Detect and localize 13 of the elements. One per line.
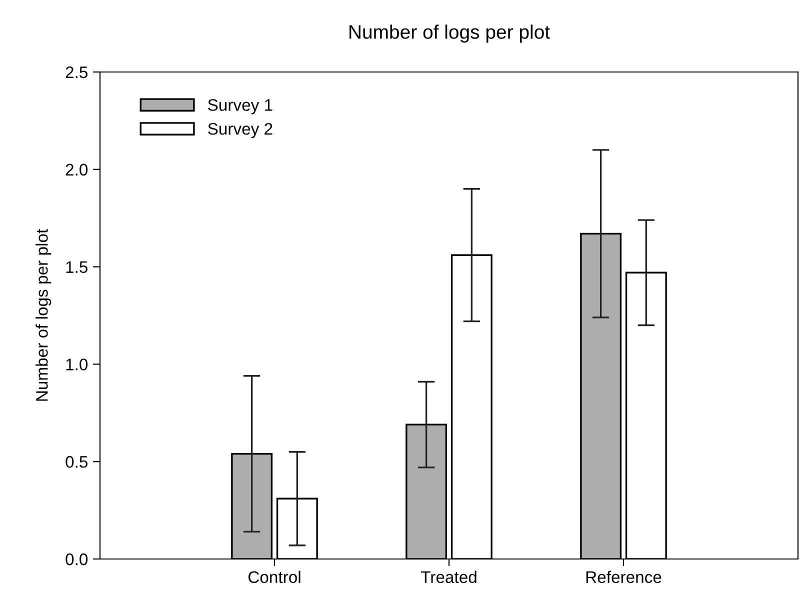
x-tick-label: Treated: [420, 570, 476, 584]
y-tick-label: 1.5: [66, 261, 88, 274]
y-tick-label: 2.5: [66, 66, 88, 78]
x-tick-label: Reference: [586, 570, 662, 584]
x-tick-label: Control: [248, 570, 300, 584]
y-tick-label: 2.0: [66, 164, 88, 176]
y-axis-title: Number of logs per plot: [36, 229, 52, 401]
y-tick-label: 1.0: [66, 358, 88, 370]
y-tick-label: 0.0: [66, 553, 88, 566]
legend-label: Survey 1: [208, 99, 272, 114]
y-tick-label: 0.5: [66, 456, 88, 468]
legend-label: Survey 2: [208, 122, 272, 138]
chart-title: Number of logs per plot: [350, 24, 550, 43]
